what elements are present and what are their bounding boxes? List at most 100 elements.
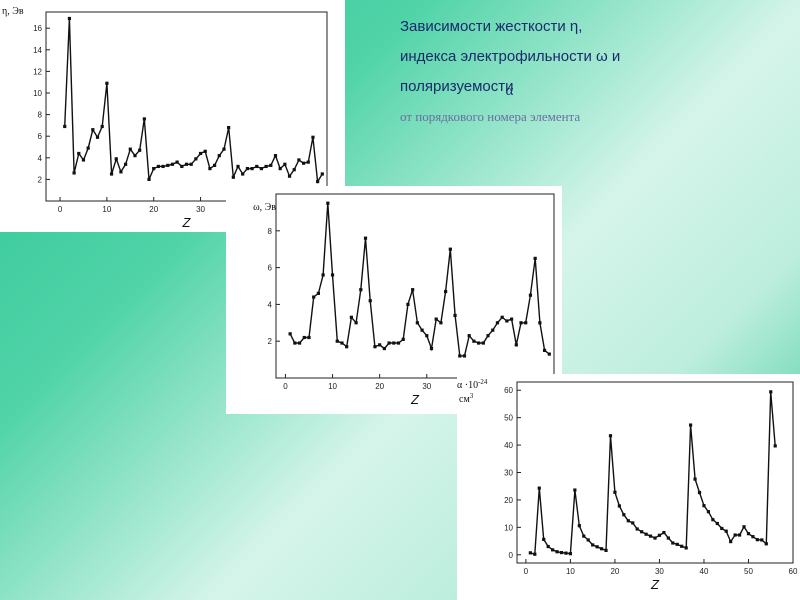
heading-line-2: индекса электрофильности ω и — [400, 48, 621, 65]
hardness-data-point — [194, 157, 198, 161]
hardness-data-point — [180, 164, 184, 169]
electrophilicity-plot-frame — [275, 193, 555, 379]
electrophilicity-data-point — [514, 343, 518, 347]
hardness-y-tick-label: 4 — [38, 154, 43, 163]
hardness-data-point — [217, 154, 221, 158]
electrophilicity-series-line — [289, 203, 550, 357]
polarizability-data-point — [564, 551, 568, 555]
hardness-data-point — [161, 164, 165, 169]
polarizability-data-point — [729, 540, 733, 544]
electrophilicity-x-tick-label: 10 — [328, 382, 337, 391]
electrophilicity-x-tick-label: 30 — [422, 382, 431, 391]
hardness-data-point — [105, 81, 109, 85]
polarizability-data-point — [608, 434, 613, 438]
hardness-data-point — [250, 167, 254, 171]
electrophilicity-data-point — [288, 332, 292, 336]
electrophilicity-data-point — [345, 345, 349, 349]
polarizability-data-point — [769, 390, 773, 394]
polarizability-data-point — [697, 490, 702, 495]
electrophilicity-data-point — [481, 341, 485, 345]
polarizability-x-axis-label: Z — [650, 577, 660, 592]
polarizability-y-tick-label: 50 — [504, 414, 513, 423]
electrophilicity-data-point — [387, 341, 391, 345]
polarizability-data-point — [644, 532, 648, 536]
electrophilicity-data-point — [509, 317, 514, 321]
electrophilicity-y-tick-label: 2 — [268, 337, 273, 346]
polarizability-data-point — [568, 552, 573, 556]
polarizability-data-point — [666, 536, 670, 540]
hardness-data-point — [128, 147, 132, 151]
hardness-data-point — [278, 167, 282, 171]
polarizability-data-point — [755, 538, 759, 542]
hardness-data-point — [259, 167, 264, 171]
hardness-data-point — [203, 149, 207, 153]
hardness-x-tick-label: 10 — [102, 205, 111, 214]
polarizability-y-tick-label: 60 — [504, 386, 513, 395]
electrophilicity-data-point — [340, 341, 344, 345]
hardness-data-point — [255, 164, 259, 169]
polarizability-data-point — [559, 550, 564, 555]
polarizability-data-point — [648, 534, 653, 538]
electrophilicity-data-point — [486, 334, 490, 338]
polarizability-x-tick-label: 10 — [566, 567, 575, 576]
electrophilicity-data-point — [316, 291, 321, 295]
electrophilicity-data-point — [524, 321, 528, 325]
electrophilicity-data-point — [321, 273, 325, 277]
polarizability-data-point — [657, 533, 662, 537]
electrophilicity-data-point — [368, 299, 372, 303]
electrophilicity-data-point — [453, 313, 457, 318]
hardness-data-point — [142, 117, 146, 121]
polarizability-data-point — [599, 547, 604, 551]
electrophilicity-data-point — [439, 321, 443, 325]
polarizability-y-tick-label: 40 — [504, 441, 513, 450]
electrophilicity-data-point — [415, 321, 419, 325]
hardness-data-point — [264, 164, 268, 169]
hardness-data-point — [72, 171, 76, 175]
electrophilicity-data-point — [396, 341, 401, 345]
electrophilicity-data-point — [458, 354, 462, 358]
polarizability-y-tick-label: 30 — [504, 469, 513, 478]
hardness-x-tick-label: 0 — [58, 205, 63, 214]
hardness-x-axis-label: Z — [182, 215, 192, 230]
polarizability-data-point — [617, 504, 621, 508]
polarizability-data-point — [764, 542, 768, 546]
polarizability-data-point — [573, 488, 577, 492]
polarizability-data-point — [528, 551, 532, 555]
polarizability-data-point — [582, 534, 586, 538]
hardness-data-point — [147, 177, 151, 181]
electrophilicity-data-point — [491, 328, 495, 332]
hardness-x-tick-label: 30 — [196, 205, 205, 214]
polarizability-data-point — [751, 535, 755, 539]
hardness-y-tick-label: 16 — [33, 24, 42, 33]
polarizability-data-point — [631, 521, 635, 525]
electrophilicity-data-point — [533, 256, 537, 260]
electrophilicity-data-point — [448, 247, 452, 251]
hardness-y-tick-label: 2 — [38, 175, 43, 184]
polarizability-y-axis-label: α ·10-24 — [457, 378, 488, 391]
polarizability-data-point — [693, 477, 697, 481]
polarizability-y-tick-label: 20 — [504, 496, 513, 505]
polarizability-data-point — [680, 544, 684, 548]
electrophilicity-y-tick-label: 4 — [268, 300, 273, 309]
hardness-data-point — [231, 175, 235, 179]
electrophilicity-data-point — [297, 341, 302, 345]
polarizability-y-axis-unit: см3 — [459, 392, 474, 405]
electrophilicity-data-point — [349, 315, 353, 319]
hardness-y-tick-label: 8 — [38, 111, 43, 120]
polarizability-x-tick-label: 30 — [655, 567, 664, 576]
electrophilicity-data-point — [425, 334, 429, 338]
hardness-data-point — [316, 179, 320, 184]
polarizability-data-point — [640, 530, 644, 534]
electrophilicity-data-point — [373, 345, 377, 349]
polarizability-x-tick-label: 0 — [524, 567, 529, 576]
hardness-data-point — [91, 128, 95, 132]
polarizability-data-point — [671, 541, 675, 545]
electrophilicity-data-point — [401, 337, 405, 341]
polarizability-data-point — [533, 552, 537, 556]
polarizability-data-point — [537, 486, 541, 490]
polarizability-data-point — [546, 544, 550, 549]
polarizability-x-tick-label: 60 — [789, 567, 798, 576]
hardness-data-point — [81, 158, 86, 162]
heading-line-4: от порядкового номера элемента — [400, 109, 581, 124]
heading-alpha-symbol: α — [505, 83, 514, 99]
